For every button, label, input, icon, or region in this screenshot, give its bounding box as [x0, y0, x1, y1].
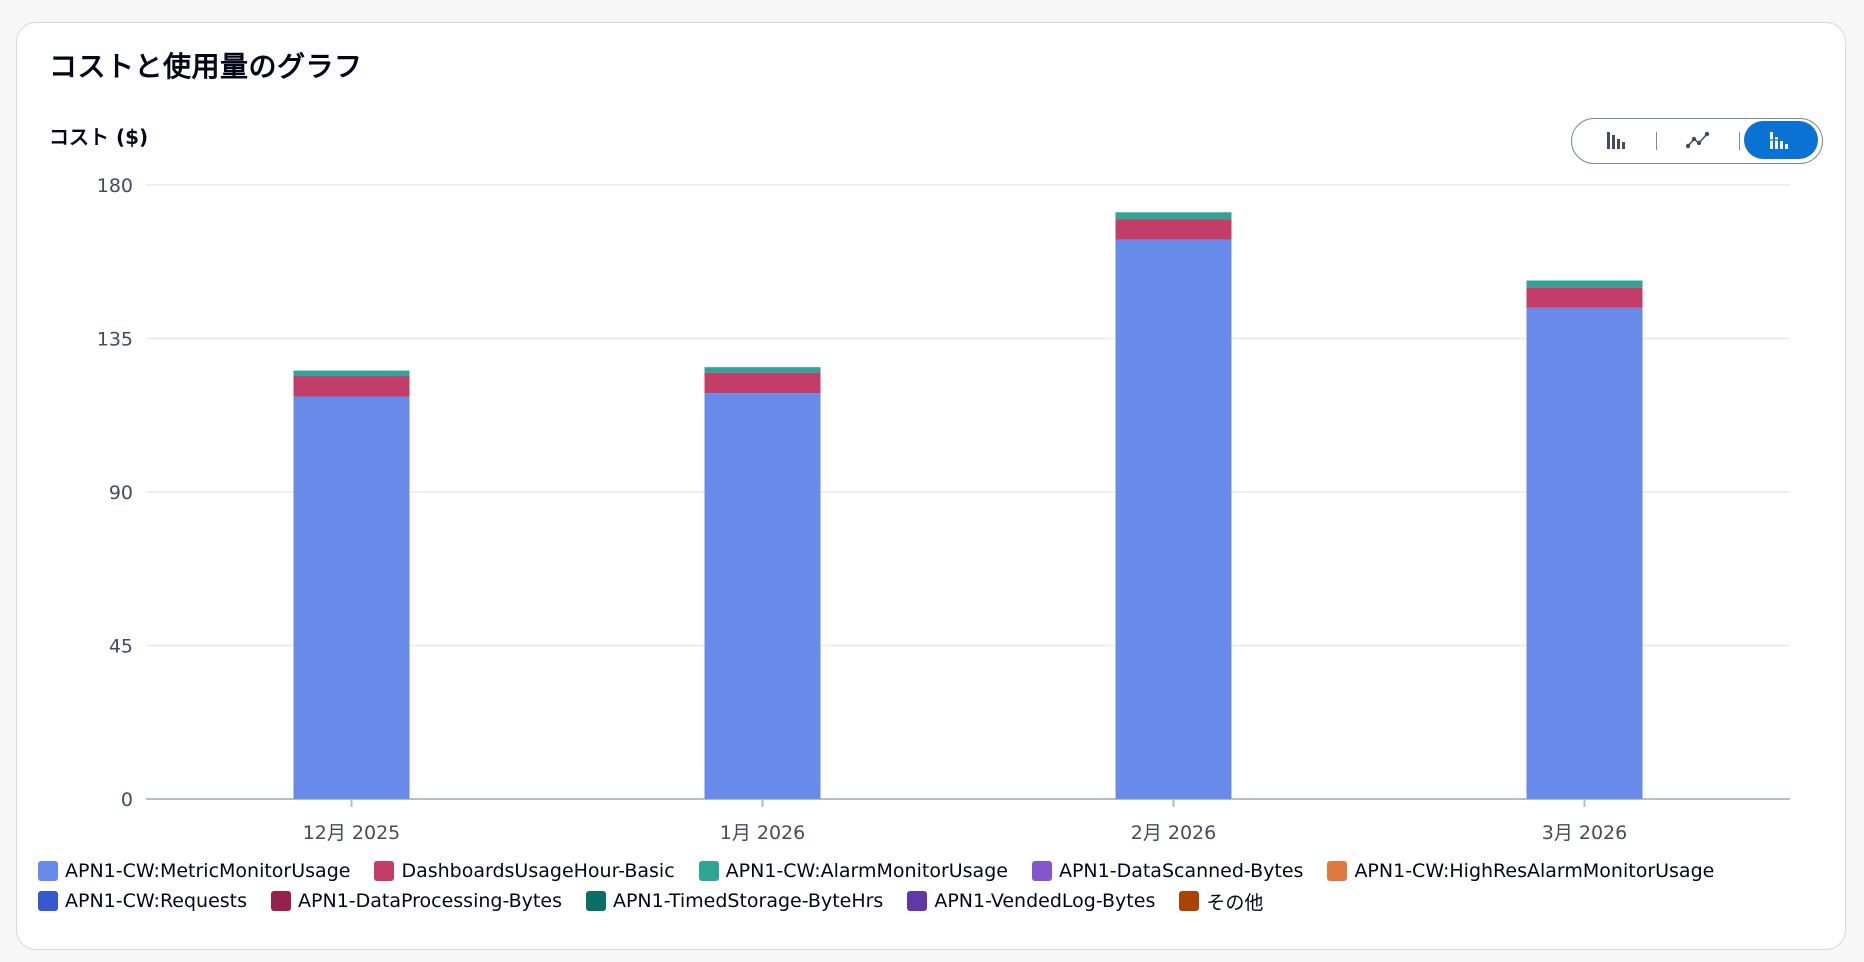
legend-swatch — [271, 891, 292, 911]
bar-segment — [293, 376, 410, 397]
legend-swatch — [698, 861, 719, 881]
legend-item[interactable]: APN1-TimedStorage-ByteHrs — [585, 890, 884, 912]
bar-segment — [1526, 287, 1643, 308]
x-tick-label: 3月 2026 — [1542, 822, 1627, 844]
chart-type-toggle — [1571, 118, 1823, 164]
x-tick-label: 2月 2026 — [1131, 822, 1216, 844]
legend-swatch — [38, 891, 58, 911]
legend-item[interactable]: APN1-CW:MetricMonitorUsage — [38, 860, 350, 882]
legend-item[interactable]: APN1-CW:Requests — [38, 890, 247, 912]
y-tick-label: 0 — [121, 789, 133, 811]
legend-label: APN1-DataScanned-Bytes — [1058, 860, 1304, 882]
x-tick-label: 12月 2025 — [303, 822, 401, 844]
legend-label: APN1-VendedLog-Bytes — [934, 890, 1156, 912]
legend-label: APN1-TimedStorage-ByteHrs — [612, 890, 884, 912]
legend-item[interactable]: APN1-CW:AlarmMonitorUsage — [698, 860, 1008, 882]
bar-segment — [704, 367, 821, 373]
x-tick-label: 1月 2026 — [720, 822, 805, 844]
bar-segment — [704, 372, 821, 394]
bar-chart-icon — [1607, 132, 1625, 149]
bar-segment — [1115, 212, 1232, 220]
bar-segment — [1526, 307, 1643, 799]
card-title: コストと使用量のグラフ — [49, 50, 363, 83]
bar-segment — [1115, 219, 1232, 240]
stacked-bar-chart: 0 45 90 135 180 12月 2025 1月 2026 2月 2026 3月 2026 — [97, 175, 1790, 844]
legend-item[interactable]: APN1-CW:HighResAlarmMonitorUsage — [1327, 860, 1714, 882]
legend-swatch — [374, 861, 395, 881]
bar-segment — [293, 370, 410, 377]
legend-item[interactable]: APN1-DataScanned-Bytes — [1031, 860, 1304, 882]
stacked-bar-chart-button[interactable] — [1744, 121, 1818, 159]
bar-segment — [1526, 280, 1643, 288]
bar-segment — [704, 393, 821, 799]
legend-label: APN1-CW:Requests — [65, 890, 248, 912]
legend-item[interactable]: DashboardsUsageHour-Basic — [374, 860, 675, 882]
legend-item[interactable]: APN1-DataProcessing-Bytes — [271, 890, 562, 912]
y-tick-label: 135 — [97, 329, 133, 351]
y-axis-label: コスト ($) — [49, 125, 149, 149]
legend-label: APN1-CW:HighResAlarmMonitorUsage — [1354, 860, 1715, 882]
y-tick-label: 180 — [97, 175, 133, 197]
legend-swatch — [1031, 861, 1052, 881]
legend-swatch — [585, 891, 606, 911]
y-tick-label: 45 — [109, 636, 133, 658]
legend-label: DashboardsUsageHour-Basic — [401, 860, 675, 882]
line-chart-button[interactable] — [1661, 121, 1735, 159]
line-chart-icon — [1686, 131, 1710, 149]
legend-item[interactable]: その他 — [1179, 890, 1264, 914]
legend-label: その他 — [1206, 891, 1264, 914]
stacked-bar-chart-icon — [1770, 132, 1788, 149]
legend-label: APN1-DataProcessing-Bytes — [298, 890, 562, 912]
legend-swatch — [38, 861, 58, 881]
y-tick-label: 90 — [109, 482, 133, 504]
bar-segment — [1115, 239, 1232, 800]
legend-swatch — [1179, 891, 1200, 911]
bar-chart-button[interactable] — [1580, 121, 1654, 159]
legend-swatch — [907, 891, 928, 911]
chart-legend: APN1-CW:MetricMonitorUsage DashboardsUsag… — [38, 860, 1828, 914]
legend-label: APN1-CW:MetricMonitorUsage — [65, 860, 351, 882]
legend-item[interactable]: APN1-VendedLog-Bytes — [907, 890, 1155, 912]
legend-label: APN1-CW:AlarmMonitorUsage — [725, 860, 1008, 882]
legend-swatch — [1327, 861, 1348, 881]
bar-segment — [293, 396, 410, 799]
